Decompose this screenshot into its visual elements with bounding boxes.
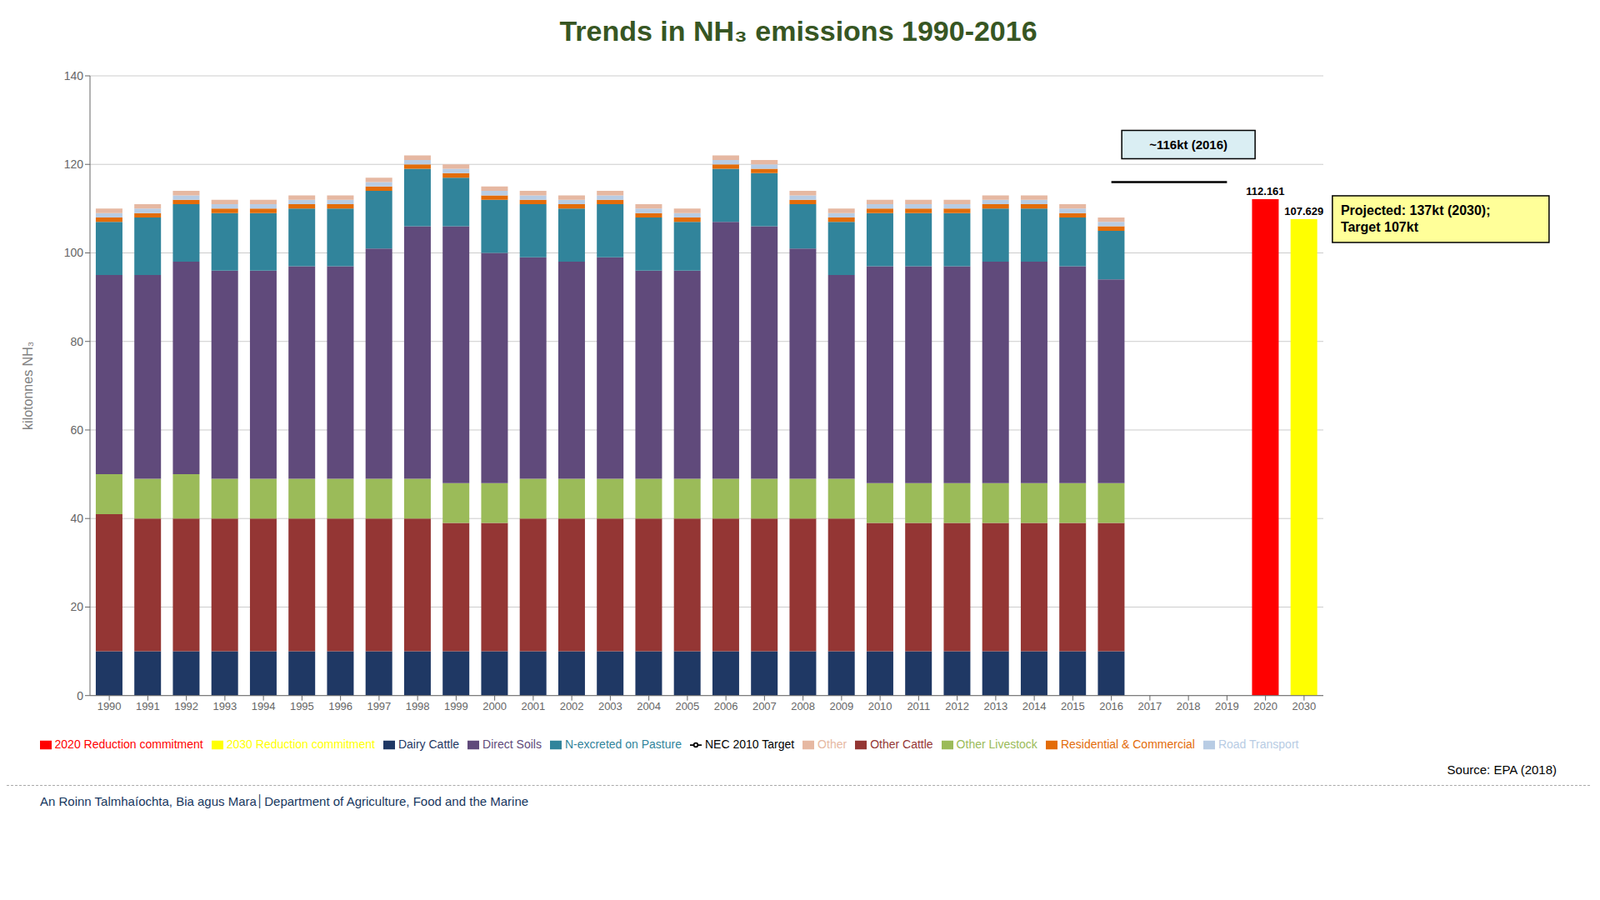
svg-text:2019: 2019 <box>1215 700 1240 713</box>
svg-text:2010: 2010 <box>868 700 893 713</box>
svg-text:1992: 1992 <box>174 700 199 713</box>
svg-text:40: 40 <box>70 511 84 525</box>
html-text:Other Cattle: Other Cattle <box>870 737 933 751</box>
svg-text:2015: 2015 <box>1060 700 1085 713</box>
svg-text:2016: 2016 <box>1099 700 1124 713</box>
svg-text:120: 120 <box>64 157 85 171</box>
svg-text:20: 20 <box>70 600 84 614</box>
html-text:Source: EPA (2018): Source: EPA (2018) <box>1447 762 1557 777</box>
svg-text:1995: 1995 <box>290 700 315 713</box>
svg-text:2020: 2020 <box>1253 700 1278 713</box>
svg-text:2005: 2005 <box>675 700 700 713</box>
svg-text:2014: 2014 <box>1022 700 1047 713</box>
html-text:NEC 2010 Target: NEC 2010 Target <box>705 737 795 751</box>
svg-text:2006: 2006 <box>714 700 739 713</box>
svg-text:1999: 1999 <box>444 700 469 713</box>
svg-text:112.161: 112.161 <box>1245 185 1285 198</box>
svg-text:2017: 2017 <box>1137 700 1162 713</box>
html-text:Trends in NH₃ emissions 1990-2: Trends in NH₃ emissions 1990-2016 <box>559 15 1038 47</box>
svg-text:1996: 1996 <box>328 700 353 713</box>
html-text:Residential & Commercial: Residential & Commercial <box>1060 737 1195 751</box>
svg-text:~116kt (2016): ~116kt (2016) <box>1149 137 1228 152</box>
svg-text:2018: 2018 <box>1176 700 1201 713</box>
svg-text:100: 100 <box>64 245 85 260</box>
svg-text:2008: 2008 <box>790 700 815 713</box>
svg-text:2011: 2011 <box>906 700 930 713</box>
svg-text:80: 80 <box>70 335 84 349</box>
svg-text:140: 140 <box>64 69 85 83</box>
svg-text:1994: 1994 <box>251 700 276 713</box>
html-text:Direct Soils: Direct Soils <box>482 737 542 751</box>
html-text:Other: Other <box>817 737 847 751</box>
svg-text:1993: 1993 <box>212 700 237 713</box>
svg-text:2001: 2001 <box>520 700 545 713</box>
html-text:2030 Reduction commitment: 2030 Reduction commitment <box>226 737 375 751</box>
svg-text:1991: 1991 <box>135 700 160 713</box>
html-text:2020 Reduction commitment: 2020 Reduction commitment <box>54 737 204 751</box>
svg-text:1997: 1997 <box>366 700 391 713</box>
html-text:Other Livestock: Other Livestock <box>956 737 1038 751</box>
svg-text:2000: 2000 <box>482 700 507 713</box>
svg-text:kilotonnes NH₃: kilotonnes NH₃ <box>20 341 35 430</box>
svg-text:1998: 1998 <box>405 700 430 713</box>
svg-text:1990: 1990 <box>97 700 122 713</box>
svg-text:107.629: 107.629 <box>1284 205 1324 218</box>
html-text:N-excreted on Pasture: N-excreted on Pasture <box>564 737 682 751</box>
html-text:Road Transport: Road Transport <box>1218 737 1299 751</box>
html-text:An Roinn Talmhaíochta, Bia agu: An Roinn Talmhaíochta, Bia agus Mara│Dep… <box>40 794 529 809</box>
svg-text:60: 60 <box>70 423 84 437</box>
html-text:Dairy Cattle: Dairy Cattle <box>398 737 460 751</box>
svg-text:2002: 2002 <box>560 700 585 713</box>
svg-text:2007: 2007 <box>752 700 777 713</box>
svg-text:Projected: 137kt (2030);Target: Projected: 137kt (2030);Target 107kt <box>1340 203 1491 235</box>
svg-text:2009: 2009 <box>829 700 854 713</box>
svg-text:2013: 2013 <box>983 700 1008 713</box>
svg-text:2012: 2012 <box>945 700 970 713</box>
svg-text:2004: 2004 <box>636 700 661 713</box>
svg-text:0: 0 <box>76 689 84 703</box>
svg-text:2003: 2003 <box>598 700 623 713</box>
svg-text:2030: 2030 <box>1291 700 1316 713</box>
